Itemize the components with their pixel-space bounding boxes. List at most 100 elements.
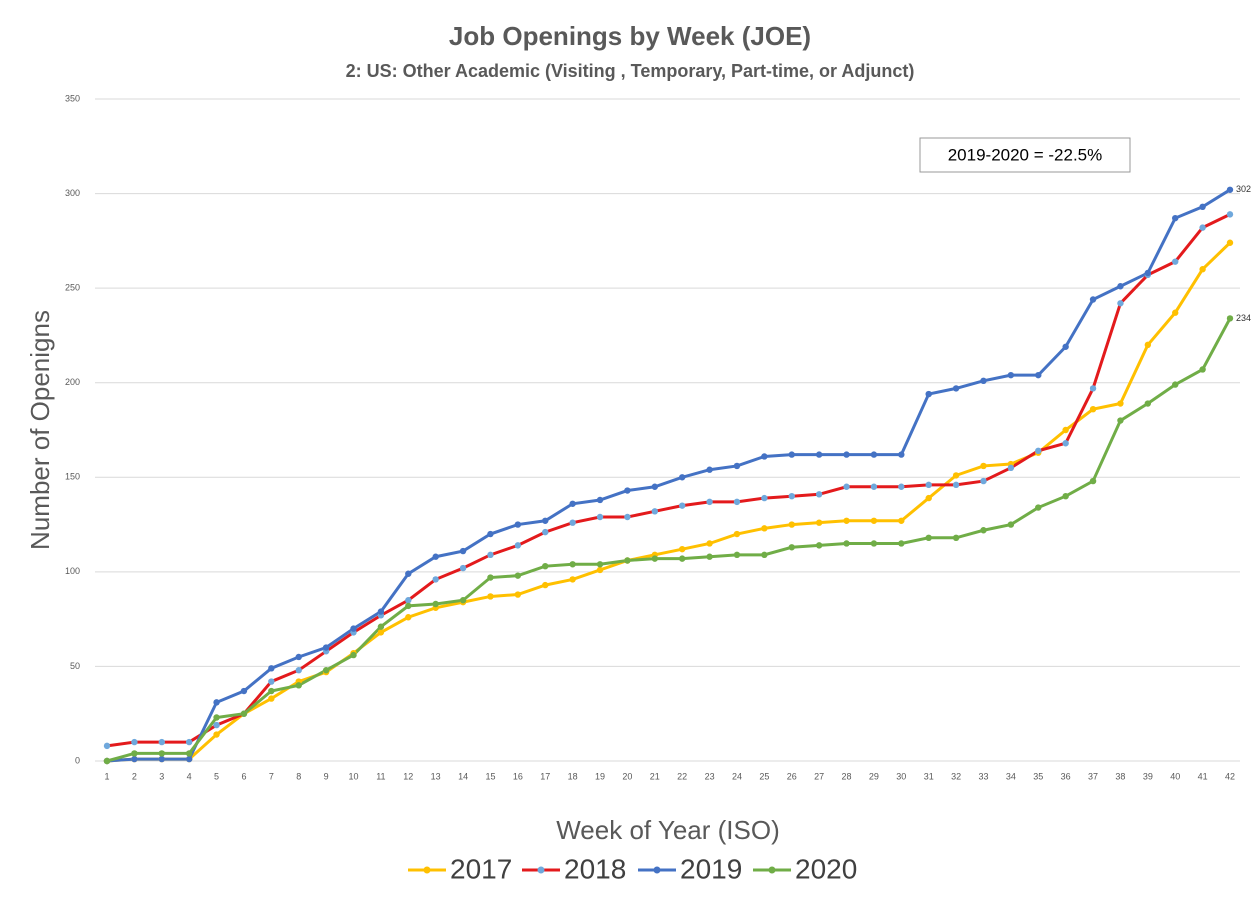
data-point [185, 738, 193, 746]
data-point [1144, 269, 1152, 277]
data-point [1226, 239, 1234, 246]
data-point [596, 496, 604, 504]
data-point [980, 377, 987, 385]
data-point [268, 665, 275, 672]
y-tick-label: 0 [75, 755, 80, 765]
data-point [1199, 266, 1206, 273]
data-point [158, 750, 165, 757]
data-point [706, 466, 713, 473]
data-point [1172, 258, 1179, 265]
series-line [106, 241, 1232, 763]
x-tick-label: 38 [1115, 771, 1125, 781]
data-point [843, 451, 850, 458]
x-tick-label: 6 [241, 771, 246, 781]
data-point [733, 498, 741, 506]
data-point [213, 721, 220, 729]
data-point [1062, 343, 1069, 350]
y-tick-label: 300 [65, 188, 80, 198]
legend-marker [423, 866, 431, 874]
data-point [788, 521, 795, 528]
chart-subtitle: 2: US: Other Academic (Visiting , Tempor… [346, 61, 915, 81]
data-point [1089, 477, 1097, 485]
data-point [925, 534, 932, 542]
data-point [980, 477, 987, 485]
data-point [185, 755, 193, 763]
data-point [1117, 417, 1124, 424]
data-point [870, 517, 878, 524]
data-point [815, 491, 823, 498]
data-point [815, 519, 823, 526]
data-point [1199, 366, 1206, 373]
data-point [542, 517, 549, 524]
legend-marker [768, 866, 776, 874]
data-point [733, 551, 741, 559]
data-point [596, 566, 604, 574]
data-point [1089, 385, 1097, 392]
x-tick-label: 40 [1170, 771, 1180, 781]
data-point [514, 521, 522, 528]
data-point [514, 572, 522, 579]
data-point [898, 451, 905, 458]
data-point [1062, 493, 1069, 500]
data-point [706, 553, 713, 560]
data-point [1144, 400, 1152, 407]
data-point [678, 555, 686, 562]
x-tick-label: 28 [842, 771, 852, 781]
data-point [1007, 371, 1015, 379]
data-label: 302 [1236, 184, 1251, 194]
data-point [925, 494, 932, 502]
data-point [405, 602, 412, 610]
data-point [898, 517, 905, 524]
data-point [1117, 283, 1124, 290]
data-point [158, 755, 165, 763]
data-point [1199, 203, 1206, 211]
data-point [706, 540, 713, 547]
x-tick-label: 14 [458, 771, 468, 781]
x-tick-label: 19 [595, 771, 605, 781]
data-label: 234 [1236, 313, 1251, 323]
data-point [569, 500, 576, 507]
data-point [1226, 315, 1234, 322]
data-point [487, 530, 494, 538]
data-point [761, 494, 768, 502]
data-point [1117, 400, 1124, 407]
x-tick-label: 16 [513, 771, 523, 781]
y-axis-label: Number of Openigns [25, 310, 55, 550]
data-point [1117, 300, 1124, 307]
data-point [569, 576, 576, 583]
data-point [377, 608, 385, 615]
data-point [761, 453, 768, 460]
data-point [706, 498, 713, 506]
x-tick-label: 12 [403, 771, 413, 781]
data-point [1007, 521, 1015, 528]
data-point [459, 564, 467, 572]
data-point [843, 483, 850, 490]
data-point [1144, 341, 1152, 349]
data-point [1172, 309, 1179, 316]
x-tick-label: 3 [159, 771, 164, 781]
data-point [131, 755, 138, 763]
data-point [405, 614, 412, 621]
data-point [925, 390, 932, 398]
x-axis-label: Week of Year (ISO) [556, 815, 780, 845]
x-tick-label: 37 [1088, 771, 1098, 781]
x-tick-label: 10 [349, 771, 359, 781]
y-tick-label: 250 [65, 283, 80, 293]
data-point [815, 542, 823, 549]
data-point [870, 540, 878, 547]
data-point [733, 530, 741, 538]
data-point [843, 540, 850, 547]
data-point [980, 527, 987, 534]
x-tick-label: 24 [732, 771, 742, 781]
data-point [870, 483, 878, 490]
data-point [487, 574, 494, 581]
chart-title: Job Openings by Week (JOE) [449, 21, 811, 51]
annotation-box [919, 137, 1131, 173]
x-tick-label: 41 [1198, 771, 1208, 781]
x-tick-label: 21 [650, 771, 660, 781]
data-point [733, 462, 741, 470]
data-point [295, 653, 302, 661]
x-tick-label: 22 [677, 771, 687, 781]
data-point [925, 481, 932, 489]
